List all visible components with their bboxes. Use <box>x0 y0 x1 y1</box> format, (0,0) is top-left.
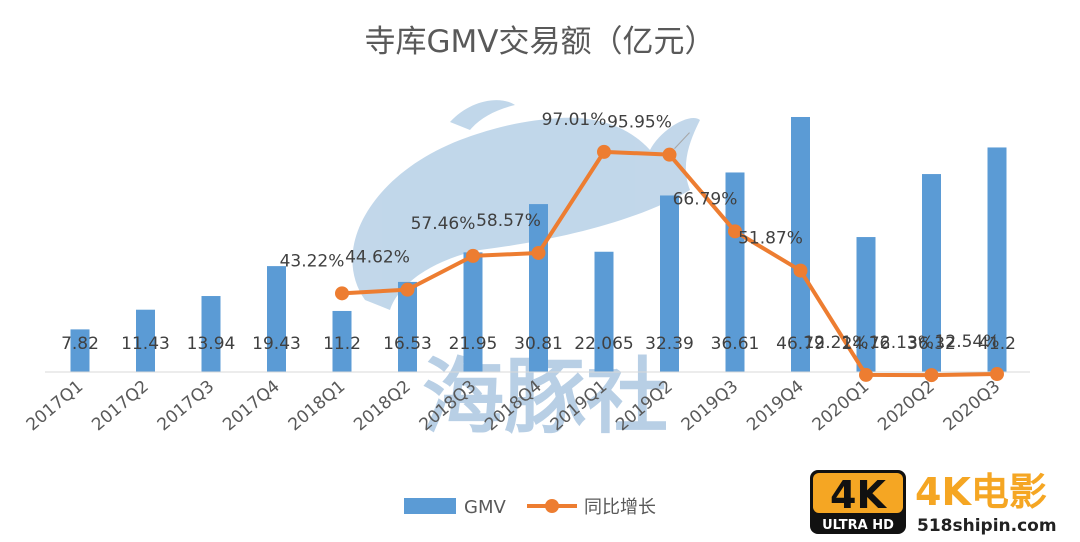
bar-value-label: 13.94 <box>187 334 236 354</box>
bar <box>332 310 352 372</box>
bar-value-label: 11.43 <box>121 334 170 354</box>
legend-gmv-swatch <box>404 498 456 514</box>
bar-value-label: 22.065 <box>574 334 633 354</box>
x-tick-label: 2018Q1 <box>285 377 350 436</box>
bar-value-label: 36.32 <box>907 334 956 354</box>
bar <box>70 329 90 372</box>
legend: GMV 同比增长 <box>404 497 656 518</box>
x-tick-label: 2020Q2 <box>874 377 939 436</box>
bar-value-label: 24.76 <box>842 334 891 354</box>
bar-data-labels: 7.82 11.43 13.94 19.43 11.2 16.53 21.95 30.81 22… <box>61 334 1016 354</box>
bar <box>856 237 876 372</box>
bar <box>463 252 483 372</box>
x-tick-label: 2018Q2 <box>350 377 415 436</box>
bar <box>267 266 286 372</box>
bar-value-label: 19.43 <box>252 334 301 354</box>
bar-value-label: 21.95 <box>449 334 498 354</box>
bar-value-label: 30.81 <box>514 334 563 354</box>
growth-value-label: 66.79% <box>673 189 738 209</box>
bar-value-label: 7.82 <box>61 334 99 354</box>
bar <box>922 174 941 372</box>
label-leader-line <box>674 132 690 149</box>
badge-ultrahd-text: ULTRA HD <box>822 518 894 533</box>
growth-point <box>728 224 742 239</box>
growth-value-label: 97.01% <box>542 110 607 130</box>
growth-point <box>793 263 808 278</box>
growth-value-label: 12.21% <box>804 333 869 353</box>
bar <box>791 116 810 372</box>
badge-inner <box>813 473 903 513</box>
legend-growth-label: 同比增长 <box>584 497 656 518</box>
bar <box>660 195 679 372</box>
x-tick-label: 2020Q3 <box>940 377 1005 436</box>
x-tick-label: 2017Q1 <box>23 377 88 436</box>
4k-movie-badge: 4K ULTRA HD 4K电影 518shipin.com <box>810 470 1057 536</box>
x-tick-label: 2020Q1 <box>809 377 874 436</box>
bar-series <box>70 116 1007 372</box>
bar <box>594 251 614 372</box>
bar-value-label: 32.39 <box>645 334 694 354</box>
bar-value-label: 11.2 <box>323 334 361 354</box>
bar <box>201 296 221 372</box>
legend-gmv-label: GMV <box>464 497 506 518</box>
growth-value-label: 58.57% <box>476 211 541 231</box>
bar-value-label: 41.2 <box>978 334 1016 354</box>
growth-value-label: 95.95% <box>607 113 672 133</box>
growth-point <box>466 248 480 263</box>
growth-point <box>335 286 349 301</box>
x-tick-label: 2017Q3 <box>154 377 219 436</box>
x-tick-label: 2019Q4 <box>743 377 808 436</box>
legend-growth-marker <box>545 499 559 513</box>
bar <box>987 147 1007 372</box>
growth-point <box>662 147 677 162</box>
line-series <box>335 144 1004 383</box>
bar <box>136 309 155 372</box>
badge-site-text: 518shipin.com <box>917 516 1057 536</box>
growth-point <box>531 245 546 260</box>
growth-point <box>597 144 611 159</box>
growth-value-label: 12.13% <box>869 333 934 353</box>
bar <box>398 281 417 372</box>
growth-point <box>400 282 415 297</box>
dolphin-watermark-logo: 海豚社 <box>352 100 700 445</box>
bar <box>725 172 745 372</box>
badge-name-text: 4K电影 <box>915 470 1047 514</box>
x-tick-label: 2017Q2 <box>88 377 153 436</box>
growth-point <box>924 368 939 383</box>
x-tick-label: 2017Q4 <box>219 377 284 436</box>
growth-value-label: 43.22% <box>280 251 345 271</box>
bar-value-label: 46.79 <box>776 334 825 354</box>
bar-value-label: 36.61 <box>711 334 760 354</box>
growth-value-label: 44.62% <box>345 248 410 268</box>
growth-point <box>990 367 1004 382</box>
x-tick-label: 2019Q3 <box>678 377 743 436</box>
growth-value-label: 12.54% <box>935 332 1000 352</box>
bar-value-label: 16.53 <box>383 334 432 354</box>
growth-point <box>859 367 873 382</box>
chart-title: 寺库GMV交易额（亿元） <box>365 24 716 60</box>
badge-4k-text: 4K <box>830 473 887 517</box>
line-data-labels: 43.22% 44.62%57.46% 58.57% 97.01% 95.95% 66.7… <box>280 110 1000 353</box>
growth-value-label: 57.46% <box>411 214 476 234</box>
growth-value-label: 51.87% <box>738 229 803 249</box>
